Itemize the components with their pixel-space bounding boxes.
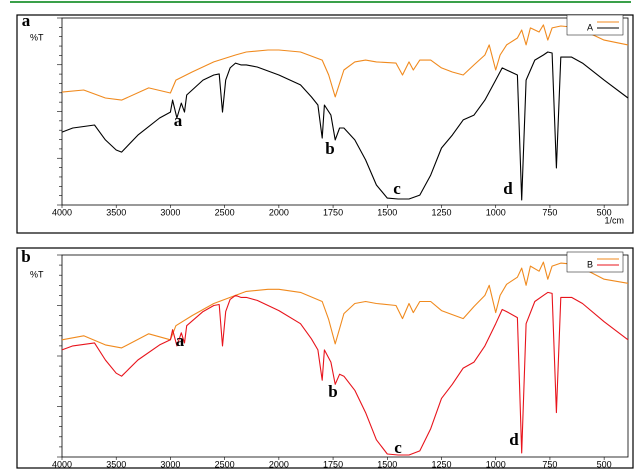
x-tick-label: 4000 — [52, 459, 72, 469]
plot-frame — [61, 254, 629, 458]
panel: 4000 3500 3000 2500 2000 1750 1500 1250 1000 750 5… — [16, 11, 634, 234]
legend: B — [566, 251, 624, 273]
x-tick-label: 3000 — [160, 459, 180, 469]
legend-label: B — [587, 259, 593, 269]
spectrum-line — [61, 261, 629, 349]
x-tick-label: 1000 — [486, 459, 506, 469]
x-tick-label: 3500 — [106, 459, 126, 469]
peak-annotation: d — [509, 430, 519, 449]
panels: 4000 3500 3000 2500 2000 1750 1500 1250 1000 750 5… — [16, 11, 634, 469]
x-tick-label: 1250 — [431, 459, 451, 469]
x-tick-label: 4000 — [52, 207, 72, 217]
peak-annotation: c — [394, 438, 402, 457]
panel-label: b — [21, 247, 30, 266]
plot-frame — [61, 17, 629, 206]
x-tick-label: 2000 — [269, 459, 289, 469]
legend-box — [566, 14, 624, 36]
x-axis-label: 1/cm — [604, 215, 624, 225]
panel-border — [16, 247, 634, 469]
spectrum-line — [61, 51, 629, 201]
x-tick-label: 1750 — [323, 459, 343, 469]
spectrum-line — [61, 24, 629, 101]
x-tick-label: 3500 — [106, 207, 126, 217]
x-tick-label: 1000 — [486, 207, 506, 217]
x-tick-label: 500 — [597, 207, 612, 217]
x-tick-label: 2500 — [215, 459, 235, 469]
legend-box — [566, 251, 624, 273]
x-tick-label: 750 — [542, 459, 557, 469]
x-tick-label: 2000 — [269, 207, 289, 217]
peak-annotation: a — [176, 331, 185, 350]
peak-annotation: a — [174, 111, 183, 130]
peak-annotation: b — [325, 139, 334, 158]
legend: A — [566, 14, 624, 36]
legend-label: A — [587, 22, 593, 32]
x-tick-label: 1750 — [323, 207, 343, 217]
peak-annotation: c — [393, 179, 401, 198]
panel: 4000 3500 3000 2500 2000 1750 1500 1250 1000 750 5… — [16, 247, 634, 469]
x-tick-label: 2500 — [215, 207, 235, 217]
x-tick-label: 750 — [542, 207, 557, 217]
peak-annotation: b — [328, 382, 337, 401]
x-tick-label: 1500 — [377, 207, 397, 217]
y-axis-label: %T — [30, 32, 44, 42]
x-tick-label: 1250 — [431, 207, 451, 217]
y-axis-label: %T — [30, 269, 44, 279]
x-tick-label: 1500 — [377, 459, 397, 469]
x-tick-label: 500 — [597, 459, 612, 469]
panel-label: a — [22, 11, 31, 30]
panel-border — [16, 14, 634, 234]
spectrum-line — [61, 291, 629, 456]
x-tick-label: 3000 — [160, 207, 180, 217]
peak-annotation: d — [503, 179, 513, 198]
